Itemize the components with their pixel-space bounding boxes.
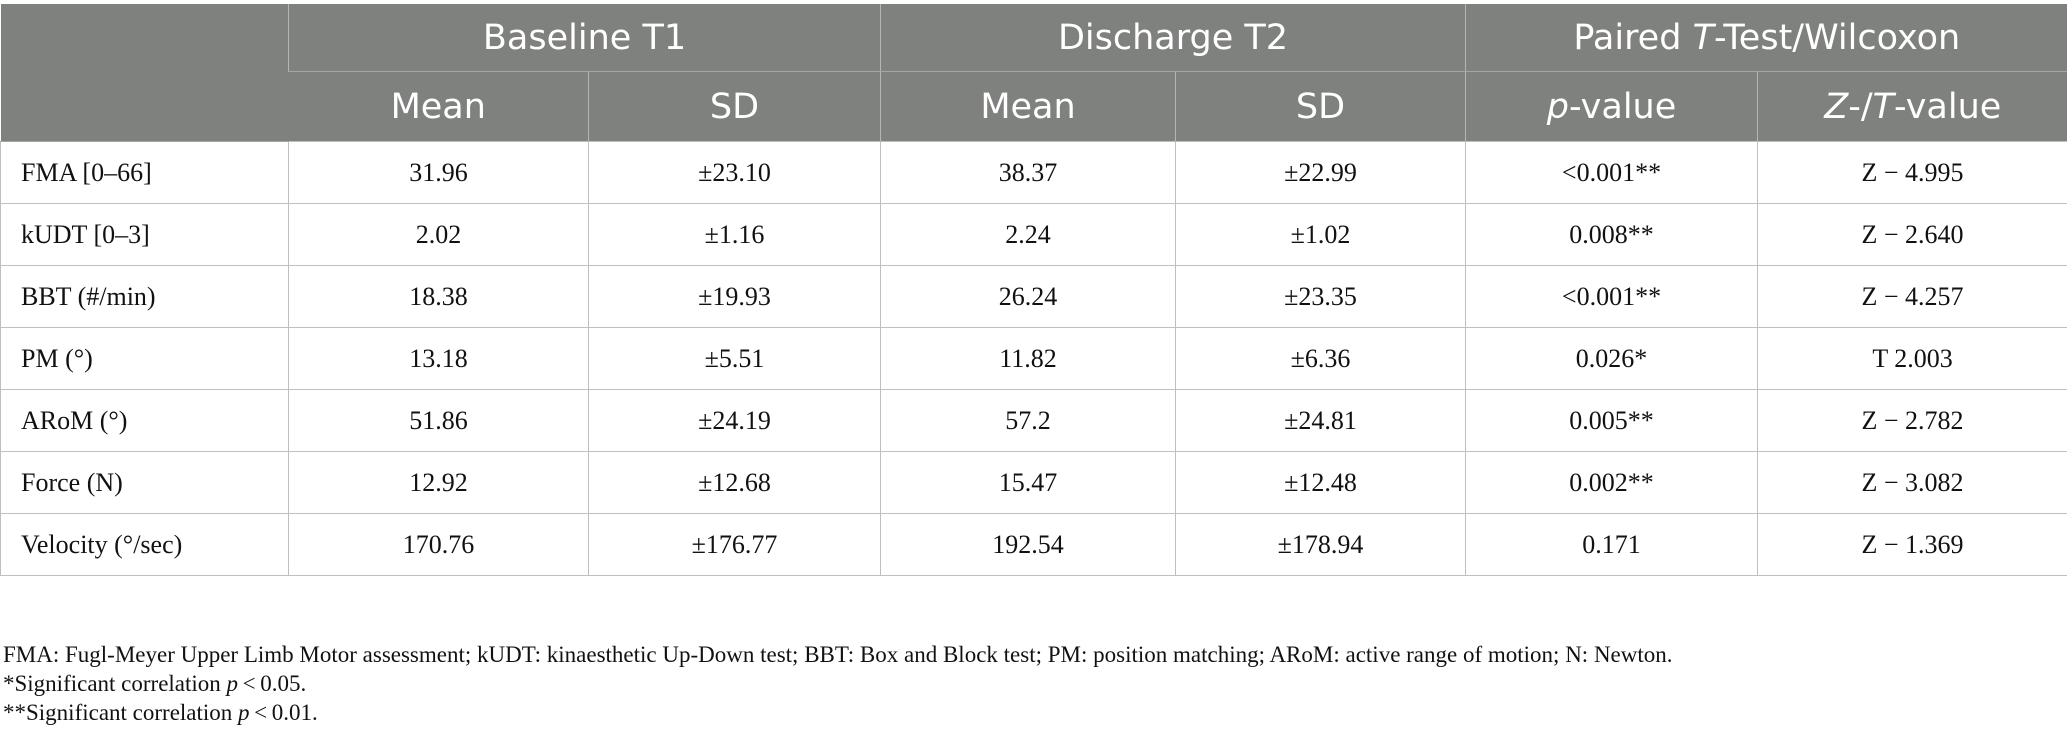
header-baseline-mean: Mean: [288, 71, 589, 142]
footnote-significance-001: **Significant correlation p < 0.01.: [3, 698, 1673, 727]
zt-value-cell: Z − 1.369: [1757, 513, 2067, 576]
footnote-abbreviations: FMA: Fugl-Meyer Upper Limb Motor assessm…: [3, 642, 1673, 667]
baseline-mean-cell: 51.86: [288, 389, 589, 452]
table-row: PM (°) 13.18 ±5.51 11.82 ±6.36 0.026* T …: [0, 327, 2067, 390]
baseline-sd-cell: ±19.93: [587, 265, 882, 328]
table-footnotes: FMA: Fugl-Meyer Upper Limb Motor assessm…: [3, 640, 1673, 727]
empty-corner-cell: [0, 4, 289, 142]
discharge-mean-cell: 57.2: [880, 389, 1177, 452]
table-row: Velocity (°/sec) 170.76 ±176.77 192.54 ±…: [0, 513, 2067, 576]
discharge-sd-cell: ±12.48: [1175, 451, 1467, 514]
group-header-row: Baseline T1 Discharge T2 Paired T-Test/W…: [0, 4, 2067, 142]
zt-value-cell: Z − 2.640: [1757, 203, 2067, 266]
header-discharge-sd: SD: [1175, 71, 1466, 142]
header-baseline-sd: SD: [587, 71, 881, 142]
discharge-sd-cell: ±178.94: [1175, 513, 1467, 576]
zt-value-cell: T 2.003: [1757, 327, 2067, 390]
discharge-sd-cell: ±23.35: [1175, 265, 1467, 328]
p-value-cell: 0.026*: [1465, 327, 1759, 390]
zt-value-cell: Z − 4.257: [1757, 265, 2067, 328]
baseline-mean-cell: 31.96: [288, 141, 589, 204]
baseline-sd-cell: ±23.10: [587, 141, 882, 204]
zt-value-cell: Z − 3.082: [1757, 451, 2067, 514]
baseline-mean-cell: 13.18: [288, 327, 589, 390]
zt-value-cell: Z − 4.995: [1757, 141, 2067, 204]
sig2-suffix: < 0.01.: [249, 700, 318, 725]
p-value-rest: -value: [1568, 86, 1677, 127]
p-value-cell: 0.171: [1465, 513, 1759, 576]
paired-header-part1: Paired: [1573, 17, 1693, 58]
header-p-value: p-value: [1465, 71, 1758, 142]
sig1-p: p: [226, 671, 239, 696]
discharge-mean-cell: 2.24: [880, 203, 1177, 266]
p-value-cell: 0.005**: [1465, 389, 1759, 452]
baseline-sd-cell: ±176.77: [587, 513, 882, 576]
row-label: ARoM (°): [0, 389, 289, 452]
row-label: BBT (#/min): [0, 265, 289, 328]
p-value-cell: <0.001**: [1465, 141, 1759, 204]
table-row: FMA [0–66] 31.96 ±23.10 38.37 ±22.99 <0.…: [0, 141, 2067, 204]
baseline-sd-cell: ±12.68: [587, 451, 882, 514]
discharge-mean-cell: 11.82: [880, 327, 1177, 390]
p-value-cell: 0.002**: [1465, 451, 1759, 514]
group-header-baseline: Baseline T1: [287, 4, 881, 72]
table-row: ARoM (°) 51.86 ±24.19 57.2 ±24.81 0.005*…: [0, 389, 2067, 452]
discharge-sd-cell: ±6.36: [1175, 327, 1467, 390]
group-header-paired-test: Paired T-Test/Wilcoxon: [1465, 4, 2067, 72]
discharge-sd-cell: ±24.81: [1175, 389, 1467, 452]
table-row: kUDT [0–3] 2.02 ±1.16 2.24 ±1.02 0.008**…: [0, 203, 2067, 266]
row-label: Velocity (°/sec): [0, 513, 289, 576]
baseline-mean-cell: 170.76: [288, 513, 589, 576]
baseline-sd-cell: ±24.19: [587, 389, 882, 452]
paired-header-part2: -Test/Wilcoxon: [1713, 17, 1961, 58]
row-label: Force (N): [0, 451, 289, 514]
header-discharge-mean: Mean: [880, 71, 1176, 142]
sig2-prefix: **Significant correlation: [3, 700, 239, 725]
sub-header-row: Mean SD Mean SD p-value Z-/T-value: [1, 71, 2067, 142]
sig1-suffix: < 0.05.: [238, 671, 307, 696]
baseline-sd-cell: ±1.16: [587, 203, 882, 266]
header-zt-value: Z-/T-value: [1757, 71, 2067, 142]
row-label: kUDT [0–3]: [0, 203, 289, 266]
zt-rest: -value: [1894, 86, 2002, 127]
zt-value-cell: Z − 2.782: [1757, 389, 2067, 452]
baseline-mean-cell: 18.38: [288, 265, 589, 328]
discharge-mean-cell: 192.54: [880, 513, 1177, 576]
discharge-mean-cell: 26.24: [880, 265, 1177, 328]
group-header-discharge: Discharge T2: [880, 4, 1466, 72]
paired-header-italic: T: [1692, 17, 1714, 58]
p-value-cell: <0.001**: [1465, 265, 1759, 328]
sig2-p: p: [238, 700, 250, 725]
discharge-mean-cell: 38.37: [880, 141, 1177, 204]
sig1-prefix: *Significant correlation: [3, 671, 227, 696]
baseline-mean-cell: 2.02: [288, 203, 589, 266]
p-value-italic: p: [1546, 86, 1569, 127]
zt-italic-t: T: [1872, 86, 1895, 127]
table-row: BBT (#/min) 18.38 ±19.93 26.24 ±23.35 <0…: [0, 265, 2067, 328]
results-table: Baseline T1 Discharge T2 Paired T-Test/W…: [0, 4, 2067, 576]
discharge-sd-cell: ±1.02: [1175, 203, 1467, 266]
baseline-sd-cell: ±5.51: [587, 327, 882, 390]
p-value-cell: 0.008**: [1465, 203, 1759, 266]
baseline-mean-cell: 12.92: [288, 451, 589, 514]
discharge-mean-cell: 15.47: [880, 451, 1177, 514]
zt-italic-z: Z: [1824, 86, 1849, 127]
table-row: Force (N) 12.92 ±12.68 15.47 ±12.48 0.00…: [0, 451, 2067, 514]
row-label: FMA [0–66]: [0, 141, 289, 204]
row-label: PM (°): [0, 327, 289, 390]
footnote-significance-005: *Significant correlation p < 0.05.: [3, 669, 1673, 698]
zt-mid: -/: [1848, 86, 1873, 127]
discharge-sd-cell: ±22.99: [1175, 141, 1467, 204]
